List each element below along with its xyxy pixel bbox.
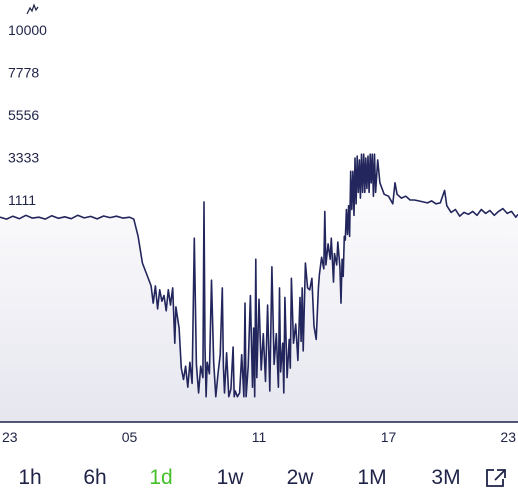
y-tick-label: 3333 xyxy=(8,149,39,165)
sparkline-logo-icon xyxy=(26,3,39,15)
x-tick-label: 11 xyxy=(252,429,267,445)
y-tick-label: 10000 xyxy=(8,22,47,38)
power-area-chart[interactable]: 100007778555633331111-1111-3333-5556-777… xyxy=(0,0,518,450)
y-tick-label: 5556 xyxy=(8,107,39,123)
series-line xyxy=(0,153,518,398)
range-button-1w[interactable]: 1w xyxy=(216,466,244,489)
area-fill-layer xyxy=(0,154,518,422)
range-button-1h[interactable]: 1h xyxy=(18,466,42,489)
y-tick-label: 7778 xyxy=(8,64,39,80)
line-layer xyxy=(0,153,518,398)
x-axis-ticks: 23 05 11 17 23 xyxy=(2,429,516,445)
range-button-2w[interactable]: 2w xyxy=(286,466,314,489)
range-button-6h[interactable]: 6h xyxy=(83,466,107,489)
x-tick-label: 23 xyxy=(500,429,516,445)
open-external-icon[interactable] xyxy=(484,467,508,489)
series-area-fill xyxy=(0,154,518,422)
x-tick-label: 23 xyxy=(2,429,18,445)
time-range-selector: 1h 6h 1d 1w 2w 1M 3M xyxy=(0,460,518,500)
x-tick-label: 05 xyxy=(122,429,138,445)
range-button-1d[interactable]: 1d xyxy=(149,466,173,489)
x-tick-label: 17 xyxy=(381,429,397,445)
y-tick-label: 1111 xyxy=(8,192,36,208)
range-button-3m[interactable]: 3M xyxy=(431,466,461,489)
range-button-1m[interactable]: 1M xyxy=(357,466,387,489)
